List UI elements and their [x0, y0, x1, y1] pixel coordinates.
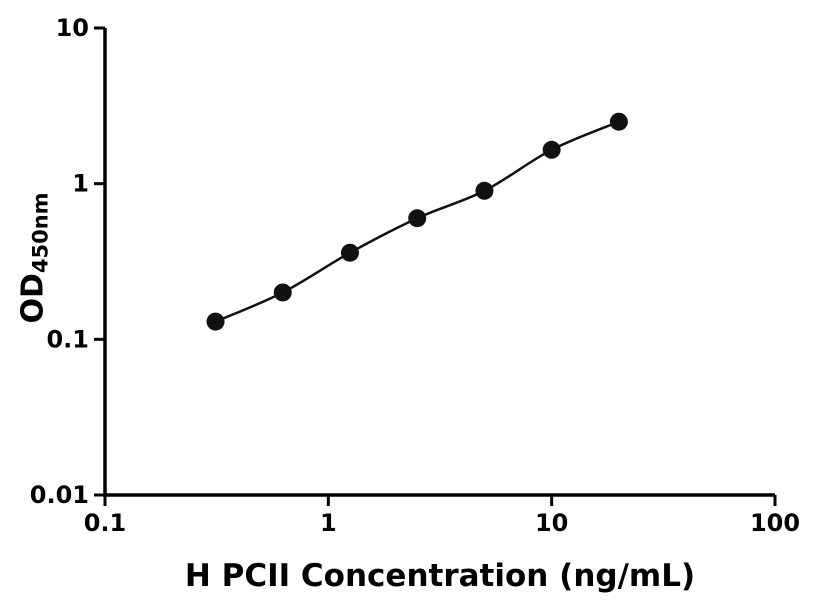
data-point	[408, 209, 427, 228]
data-point	[609, 112, 628, 131]
data-point	[273, 283, 292, 302]
x-tick-label: 1	[320, 509, 337, 537]
y-tick-label: 0.01	[30, 481, 89, 509]
y-tick-label: 0.1	[46, 325, 89, 353]
y-axis-title: OD450nm	[16, 192, 53, 323]
x-tick-label: 0.1	[84, 509, 127, 537]
y-tick-label: 1	[72, 170, 89, 198]
y-axis-title-subscript: 450nm	[28, 192, 53, 274]
y-axis-title-main: OD	[15, 273, 51, 324]
data-point	[475, 181, 494, 200]
data-point	[542, 140, 561, 159]
x-tick-label: 100	[750, 509, 800, 537]
data-point	[340, 243, 359, 262]
x-axis-title: H PCII Concentration (ng/mL)	[184, 558, 696, 594]
data-point	[206, 312, 225, 331]
y-tick-label: 10	[56, 14, 89, 42]
x-tick-label: 10	[535, 509, 568, 537]
